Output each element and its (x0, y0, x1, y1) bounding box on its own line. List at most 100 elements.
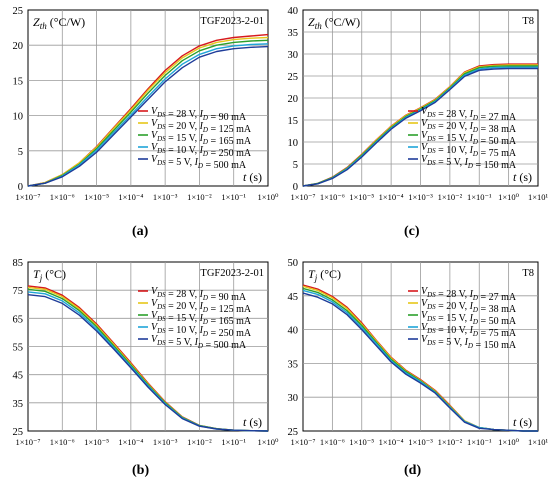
y-tick-label: 25 (13, 427, 24, 438)
y-tick-label: 30 (288, 50, 299, 61)
x-tick-label: 1×10⁻⁶ (50, 437, 75, 447)
x-tick-label: 1×10⁻¹ (467, 192, 492, 202)
panel-label-b: (b) (132, 463, 150, 478)
y-tick-label: 85 (13, 258, 24, 269)
legend-label: VDS = 10 V, ID = 75 mA (421, 322, 517, 339)
x-tick-label: 1×10⁻² (187, 437, 212, 447)
y-tick-label: 30 (288, 393, 299, 404)
y-tick-label: 20 (288, 94, 299, 105)
y-tick-label: 65 (13, 314, 24, 325)
legend-label: VDS = 5 V, ID = 150 mA (421, 154, 517, 171)
device-tag: T8 (522, 16, 534, 27)
y-axis-label: Zth (°C/W) (308, 15, 360, 31)
x-tick-label: 1×10⁻⁴ (118, 192, 143, 202)
x-axis-label: t (s) (513, 170, 532, 184)
x-tick-label: 1×10⁻³ (408, 437, 433, 447)
y-tick-label: 75 (13, 286, 24, 297)
y-tick-label: 0 (18, 182, 23, 193)
x-tick-label: 1×10⁰ (258, 437, 280, 447)
series-line (27, 43, 269, 187)
x-tick-label: 1×10⁻¹ (221, 192, 246, 202)
device-tag: TGF2023-2-01 (200, 268, 264, 279)
device-tag: T8 (522, 268, 534, 279)
legend-label: VDS = 5 V, ID = 150 mA (421, 334, 517, 351)
x-tick-label: 1×10¹ (528, 192, 549, 202)
legend-label: VDS = 28 V, ID = 27 mA (421, 286, 517, 303)
y-tick-label: 20 (13, 41, 24, 52)
x-tick-label: 1×10⁻³ (408, 192, 433, 202)
y-axis-label: Zth (°C/W) (33, 15, 85, 31)
panel-label-c: (c) (404, 224, 420, 239)
series-line (27, 294, 269, 432)
y-tick-label: 25 (288, 427, 299, 438)
legend-label: VDS = 28 V, ID = 27 mA (421, 106, 517, 123)
legend-label: VDS = 10 V, ID = 250 mA (151, 322, 252, 339)
legend-label: VDS = 10 V, ID = 75 mA (421, 142, 517, 159)
legend-label: VDS = 15 V, ID = 50 mA (421, 130, 517, 147)
chart-panel: 1×10⁻⁷ 1×10⁻⁶ 1×10⁻⁵ 1×10⁻⁴ 1×10⁻³ 1×10⁻² 1×10… (288, 258, 549, 447)
chart-panel: 1×10⁻⁷ 1×10⁻⁶ 1×10⁻⁵ 1×10⁻⁴ 1×10⁻³ 1×10⁻² 1×10… (288, 6, 549, 202)
legend-label: VDS = 15 V, ID = 165 mA (151, 310, 252, 327)
y-tick-label: 15 (13, 76, 24, 87)
chart-panel: 1×10⁻⁷ 1×10⁻⁶ 1×10⁻⁵ 1×10⁻⁴ 1×10⁻³ 1×10⁻² 1×10… (13, 258, 280, 447)
x-tick-label: 1×10⁻² (187, 192, 212, 202)
x-tick-label: 1×10⁻⁵ (349, 192, 374, 202)
x-tick-label: 1×10⁻⁶ (320, 437, 345, 447)
plot-area (27, 9, 269, 187)
x-tick-label: 1×10⁻¹ (467, 437, 492, 447)
x-tick-label: 1×10⁻⁵ (84, 192, 109, 202)
x-tick-label: 1×10¹ (528, 437, 549, 447)
y-tick-label: 40 (288, 6, 299, 17)
x-tick-label: 1×10⁻⁷ (16, 192, 41, 202)
x-tick-label: 1×10⁻¹ (221, 437, 246, 447)
series-line (302, 67, 538, 187)
x-tick-label: 1×10⁻⁷ (16, 437, 41, 447)
y-tick-label: 5 (293, 160, 298, 171)
y-tick-label: 25 (288, 72, 299, 83)
y-axis-label: Tj (°C) (33, 267, 66, 283)
x-tick-label: 1×10⁻⁵ (349, 437, 374, 447)
y-tick-label: 35 (288, 359, 299, 370)
x-tick-label: 1×10⁰ (258, 192, 280, 202)
x-tick-label: 1×10⁰ (498, 437, 520, 447)
legend-label: VDS = 15 V, ID = 165 mA (151, 130, 252, 147)
y-tick-label: 40 (288, 326, 299, 337)
x-tick-label: 1×10⁻⁴ (379, 192, 404, 202)
x-tick-label: 1×10⁰ (498, 192, 520, 202)
y-tick-label: 35 (13, 399, 24, 410)
chart-panel: 1×10⁻⁷ 1×10⁻⁶ 1×10⁻⁵ 1×10⁻⁴ 1×10⁻³ 1×10⁻² 1×10… (13, 6, 280, 202)
device-tag: TGF2023-2-01 (200, 16, 264, 27)
x-axis-label: t (s) (243, 170, 262, 184)
series-line (27, 36, 269, 187)
y-tick-label: 35 (288, 28, 299, 39)
legend-label: VDS = 28 V, ID = 90 mA (151, 106, 247, 123)
y-tick-label: 0 (293, 182, 298, 193)
y-tick-label: 10 (13, 112, 24, 123)
x-tick-label: 1×10⁻⁴ (118, 437, 143, 447)
series-line (302, 292, 538, 432)
x-axis-label: t (s) (243, 415, 262, 429)
y-axis-label: Tj (°C) (308, 267, 341, 283)
x-tick-label: 1×10⁻² (438, 437, 463, 447)
y-tick-label: 55 (13, 343, 24, 354)
y-tick-label: 5 (18, 147, 23, 158)
legend-label: VDS = 28 V, ID = 90 mA (151, 286, 247, 303)
legend-label: VDS = 20 V, ID = 38 mA (421, 298, 517, 315)
x-tick-label: 1×10⁻³ (153, 192, 178, 202)
x-tick-label: 1×10⁻⁴ (379, 437, 404, 447)
x-tick-label: 1×10⁻³ (153, 437, 178, 447)
y-tick-label: 50 (288, 258, 299, 269)
x-tick-label: 1×10⁻⁶ (50, 192, 75, 202)
y-tick-label: 25 (13, 6, 24, 17)
legend-label: VDS = 20 V, ID = 38 mA (421, 118, 517, 135)
x-tick-label: 1×10⁻² (438, 192, 463, 202)
x-tick-label: 1×10⁻⁷ (291, 192, 316, 202)
y-tick-label: 45 (13, 371, 24, 382)
x-tick-label: 1×10⁻⁵ (84, 437, 109, 447)
legend-label: VDS = 5 V, ID = 500 mA (151, 154, 247, 171)
panel-label-d: (d) (404, 463, 422, 478)
y-tick-label: 45 (288, 292, 299, 303)
series-line (27, 45, 269, 187)
legend-label: VDS = 20 V, ID = 125 mA (151, 118, 252, 135)
